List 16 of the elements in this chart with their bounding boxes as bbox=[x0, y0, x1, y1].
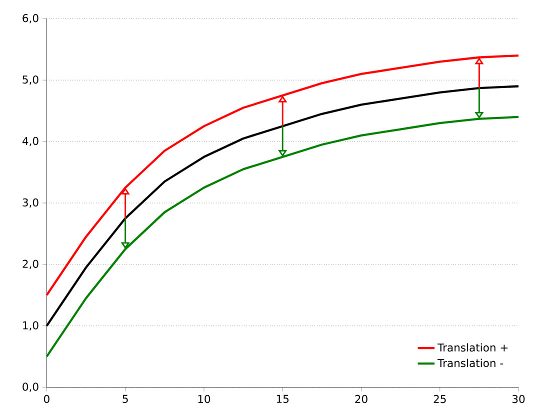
legend-label: Translation + bbox=[438, 343, 508, 352]
y-tick-label: 2,0 bbox=[22, 260, 38, 270]
x-tick-label: 30 bbox=[512, 395, 525, 404]
y-tick-label: 4,0 bbox=[22, 137, 38, 146]
y-tick-label: 5,0 bbox=[22, 76, 38, 85]
x-tick-label: 25 bbox=[434, 395, 446, 404]
legend-label: Translation - bbox=[438, 358, 504, 368]
x-tick-label: 20 bbox=[355, 395, 368, 404]
y-tick-label: 6,0 bbox=[22, 14, 38, 24]
y-tick-label: 3,0 bbox=[22, 198, 38, 208]
y-tick-label: 0,0 bbox=[22, 382, 38, 392]
x-tick-label: 0 bbox=[44, 395, 50, 404]
y-tick-label: 1,0 bbox=[23, 321, 38, 331]
x-tick-label: 5 bbox=[122, 395, 128, 404]
x-tick-label: 15 bbox=[276, 395, 289, 404]
x-tick-label: 10 bbox=[198, 395, 210, 404]
